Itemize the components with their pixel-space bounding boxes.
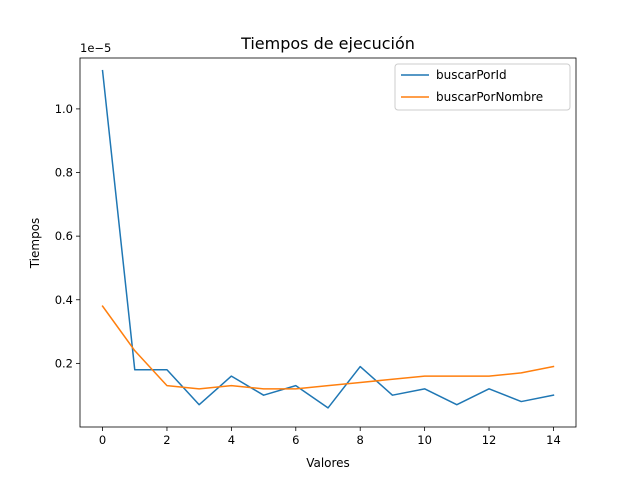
axes-frame (79, 57, 577, 428)
y-tick-label: 0.6 (55, 229, 73, 243)
x-tick-label: 10 (417, 433, 432, 447)
chart-title: Tiempos de ejecución (240, 34, 415, 53)
x-tick-label: 4 (228, 433, 235, 447)
y-tick-label: 0.2 (55, 356, 73, 370)
x-tick-label: 6 (292, 433, 299, 447)
legend-label-buscarPorId: buscarPorId (436, 68, 507, 82)
y-tick-label: 0.8 (55, 166, 73, 180)
x-tick-label: 2 (163, 433, 170, 447)
x-tick-label: 8 (357, 433, 364, 447)
y-axis-label: Tiempos (28, 218, 42, 270)
series-line-buscarPorId (101, 69, 555, 409)
legend-label-buscarPorNombre: buscarPorNombre (436, 90, 543, 104)
plot-area: 0 2 4 6 8 10 12 140.20.40.60.81.0buscarPorIdbus… (55, 57, 577, 447)
legend: buscarPorId buscarPorNombre (394, 63, 571, 111)
x-tick-label: 0 (99, 433, 106, 447)
legend-box (394, 63, 571, 111)
y-tick-label: 1.0 (55, 102, 73, 116)
y-offset-label: 1e−5 (80, 41, 111, 55)
x-tick-label: 14 (546, 433, 561, 447)
x-tick-label: 12 (482, 433, 497, 447)
series-line-buscarPorNombre (101, 305, 555, 390)
y-tick-label: 0.4 (55, 293, 73, 307)
x-axis-label: Valores (306, 456, 350, 470)
